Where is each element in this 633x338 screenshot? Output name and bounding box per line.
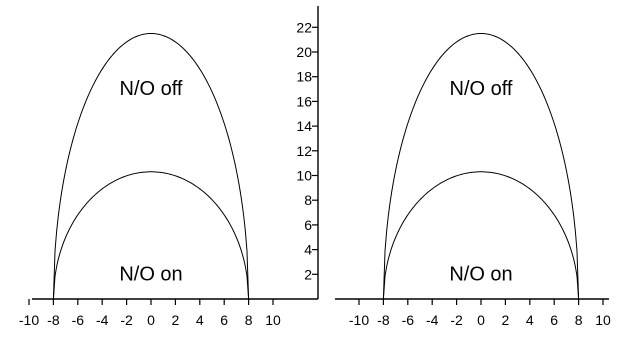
y-tick-label: 18	[296, 69, 312, 85]
y-tick-label: 4	[304, 242, 312, 258]
y-tick-label: 8	[304, 192, 312, 208]
right-curve-n-o-on	[382, 171, 580, 300]
left-x-tick-label: 6	[220, 312, 228, 328]
left-x-tick-label: 10	[265, 312, 281, 328]
left-x-tick-label: -10	[19, 312, 39, 328]
right-x-tick-label: -4	[426, 312, 439, 328]
left-x-tick-label: 8	[245, 312, 253, 328]
y-tick-label: 14	[296, 118, 312, 134]
left-x-tick-label: -6	[72, 312, 85, 328]
y-tick-label: 2	[304, 266, 312, 282]
right-panel: -10 -8 -6 -4 -2 0 2 4 6 8 10 N/O off N/O on	[335, 32, 611, 328]
left-x-tick-label: 0	[147, 312, 155, 328]
left-annotation: N/O on	[119, 263, 182, 285]
y-tick-label: 10	[296, 168, 312, 184]
right-curve-n-o-off	[382, 32, 580, 300]
left-curve-n-o-off	[52, 32, 250, 300]
right-x-tick-label: 2	[502, 312, 510, 328]
right-x-tick-label: 8	[575, 312, 583, 328]
right-x-tick-label: 10	[595, 312, 611, 328]
right-x-tick-label: -8	[377, 312, 390, 328]
left-x-tick-label: -2	[120, 312, 133, 328]
y-tick-label: 12	[296, 143, 312, 159]
right-x-tick-label: 4	[526, 312, 534, 328]
left-panel: -10 -8 -6 -4 -2 0 2 4 6 8 10246810121416182022N/O …	[19, 6, 319, 328]
y-tick-label: 20	[296, 44, 312, 60]
left-x-tick-label: -8	[47, 312, 60, 328]
left-curve-n-o-on	[52, 171, 250, 300]
y-tick-label: 22	[296, 19, 312, 35]
right-x-tick-label: 0	[477, 312, 485, 328]
left-annotation: N/O off	[120, 78, 183, 100]
right-x-tick-label: 6	[550, 312, 558, 328]
right-annotation: N/O off	[450, 78, 513, 100]
right-x-tick-label: -2	[450, 312, 463, 328]
plot-root: -10 -8 -6 -4 -2 0 2 4 6 8 10246810121416182022N/O …	[19, 6, 611, 328]
right-annotation: N/O on	[449, 263, 512, 285]
y-tick-label: 16	[296, 93, 312, 109]
left-x-tick-label: 2	[172, 312, 180, 328]
right-x-tick-label: -6	[402, 312, 415, 328]
left-x-tick-label: -4	[96, 312, 109, 328]
y-tick-label: 6	[304, 217, 312, 233]
right-x-tick-label: -10	[349, 312, 369, 328]
left-x-tick-label: 4	[196, 312, 204, 328]
